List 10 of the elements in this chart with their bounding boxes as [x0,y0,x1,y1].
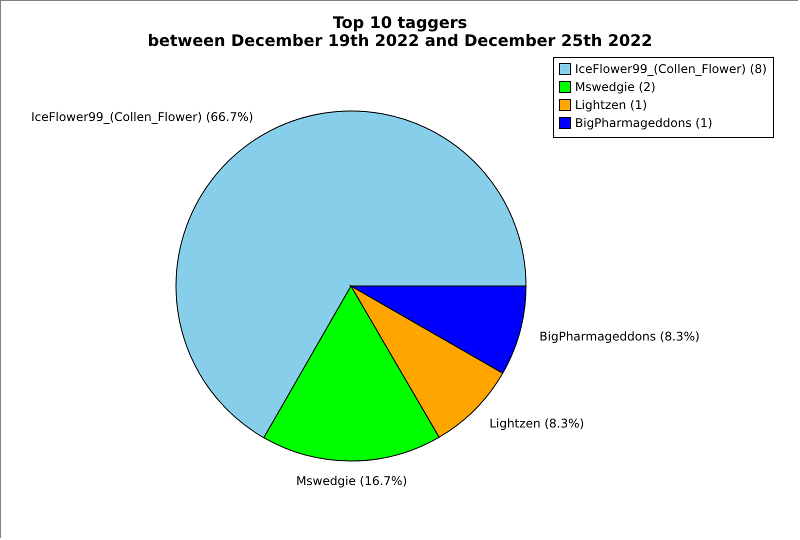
legend-label: Lightzen (1) [575,98,648,112]
legend-label: Mswedgie (2) [575,80,656,94]
chart-title: Top 10 taggers [332,13,468,32]
legend-label: IceFlower99_(Collen_Flower) (8) [575,62,767,76]
data-label: Mswedgie (16.7%) [296,474,408,488]
data-label: Lightzen (8.3%) [489,416,584,430]
chart-subtitle: between December 19th 2022 and December 25th 2022 [148,31,652,50]
data-label: IceFlower99_(Collen_Flower) (66.7%) [31,110,254,124]
data-label: BigPharmageddons (8.3%) [539,329,700,344]
legend-label: BigPharmageddons (1) [575,116,712,130]
